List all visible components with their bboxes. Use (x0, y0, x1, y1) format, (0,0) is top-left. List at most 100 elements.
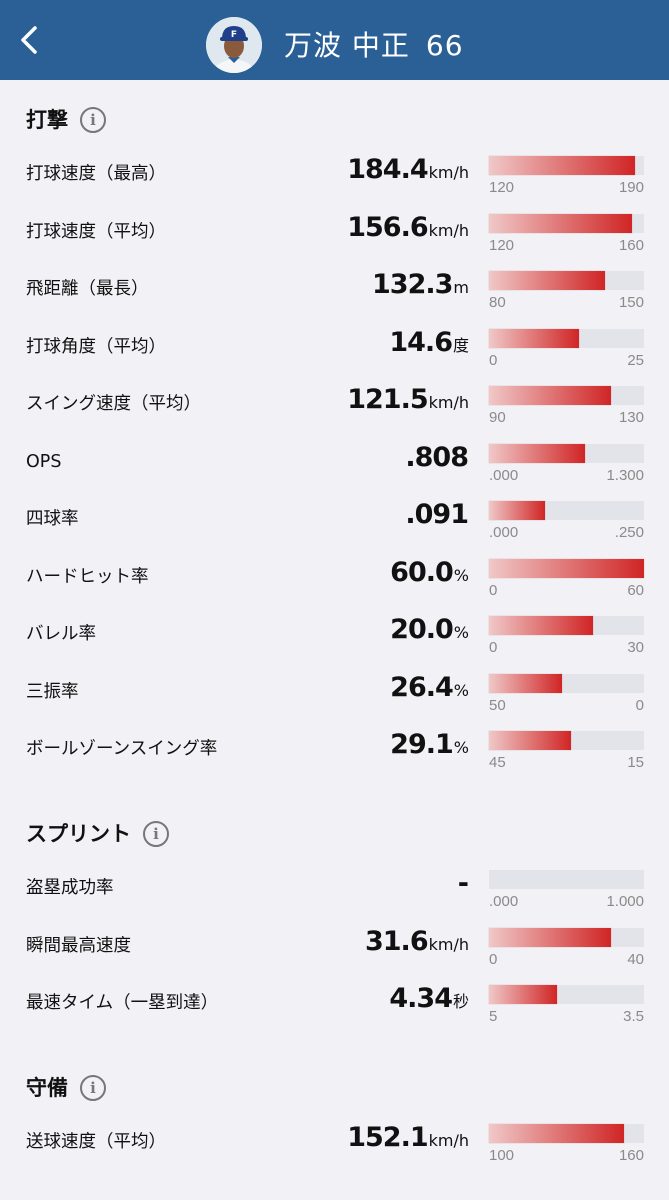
stat-unit: % (453, 565, 469, 585)
stat-number: 60.0 (390, 556, 454, 588)
bar-fill (489, 501, 545, 520)
scale-max: 3.5 (623, 1008, 644, 1025)
bar-fill (489, 1124, 624, 1143)
bar-track (489, 213, 644, 233)
scale-min: 0 (489, 639, 498, 656)
scale-min: 0 (489, 950, 498, 968)
stat-number: 156.6 (347, 211, 428, 243)
scale-max: 150 (618, 294, 644, 311)
stat-number: 26.4 (390, 671, 454, 703)
stat-value: 31.6km/h (365, 922, 469, 965)
bar-scale: 50 0 (489, 696, 644, 716)
scale-min: 50 (489, 696, 506, 714)
scale-min: 120 (489, 236, 515, 254)
stat-value: 152.1km/h (347, 1118, 469, 1161)
stat-label: 送球速度（平均） (26, 1132, 166, 1152)
stat-label: 四球率 (26, 509, 79, 529)
stat-number: .808 (405, 441, 469, 473)
uniform-number: 66 (425, 29, 464, 62)
scale-max: 130 (618, 409, 644, 426)
bar-track (489, 927, 644, 947)
stat-label: 打球速度（最高） (26, 164, 166, 184)
stat-label: 瞬間最高速度 (26, 935, 131, 956)
stat-row: 最速タイム（一塁到達） 4.34秒 5 3.5 (0, 975, 669, 1031)
page-title: 万波 中正 66 (284, 24, 464, 68)
stat-label: 飛距離（最長） (26, 279, 149, 299)
scale-min: .000 (489, 524, 519, 541)
percentile-bar: 0 40 (489, 927, 644, 970)
scale-max: .250 (614, 524, 644, 541)
stat-number: 132.3 (372, 269, 453, 300)
scale-max: 60 (627, 581, 644, 599)
stat-number: 20.0 (390, 614, 454, 645)
bar-track (489, 328, 644, 348)
scale-max: 1.000 (606, 893, 644, 910)
bar-fill (489, 328, 579, 348)
stat-label: 最速タイム（一塁到達） (26, 993, 219, 1013)
stat-unit: % (453, 738, 469, 757)
stat-number: 121.5 (347, 384, 428, 415)
info-icon[interactable]: i (80, 1075, 106, 1101)
stat-label: 打球速度（平均） (26, 221, 166, 242)
stat-unit: km/h (428, 220, 469, 240)
stat-row: バレル率 20.0% 0 30 (0, 606, 669, 662)
bar-fill (489, 985, 558, 1004)
stat-row: 打球角度（平均） 14.6度 0 25 (0, 319, 669, 375)
back-chevron-icon[interactable] (14, 24, 46, 56)
stat-value: 14.6度 (389, 323, 469, 366)
bar-scale: .000 .250 (489, 523, 644, 543)
stat-row: 打球速度（平均） 156.6km/h 120 160 (0, 204, 669, 260)
stat-label: 打球角度（平均） (26, 336, 166, 357)
stat-row: OPS .808 .000 1.300 (0, 434, 669, 490)
stat-value: 184.4km/h (347, 150, 469, 193)
stat-unit: 度 (452, 335, 469, 355)
scale-min: 45 (489, 754, 506, 771)
stat-value: 121.5km/h (347, 380, 469, 423)
bar-scale: .000 1.300 (489, 466, 644, 486)
stat-number: 152.1 (347, 1122, 428, 1153)
bar-scale: 45 15 (489, 753, 644, 773)
stat-row: 瞬間最高速度 31.6km/h 0 40 (0, 918, 669, 974)
bar-scale: 100 160 (489, 1146, 644, 1166)
bar-scale: 0 30 (489, 638, 644, 658)
info-icon[interactable]: i (80, 107, 106, 133)
stat-number: 184.4 (347, 154, 428, 185)
bar-fill (489, 386, 612, 405)
stat-value: - (458, 864, 469, 907)
scale-max: 15 (627, 754, 644, 771)
bar-fill (489, 616, 593, 635)
scale-max: 1.300 (606, 466, 644, 484)
info-icon[interactable]: i (143, 821, 169, 847)
scale-min: 0 (489, 581, 498, 599)
scale-min: 100 (489, 1147, 515, 1164)
scale-max: 160 (618, 236, 644, 254)
stat-unit: % (453, 680, 469, 700)
percentile-bar: 120 190 (489, 156, 644, 198)
percentile-bar: 0 30 (489, 616, 644, 658)
percentile-bar: .000 1.300 (489, 443, 644, 486)
stat-label: 盗塁成功率 (26, 878, 114, 898)
scale-max: 190 (618, 179, 644, 196)
percentile-bar: 120 160 (489, 213, 644, 256)
stat-value: 29.1% (390, 725, 469, 768)
bar-fill (489, 271, 606, 290)
percentile-bar: 0 60 (489, 558, 644, 601)
stat-value: 156.6km/h (347, 208, 469, 251)
stat-value: 60.0% (390, 553, 469, 596)
stat-number: - (457, 868, 469, 899)
bar-track (489, 985, 644, 1004)
scale-min: 80 (489, 294, 506, 311)
bar-track (489, 1124, 644, 1143)
bar-scale: .000 1.000 (489, 892, 644, 912)
stat-number: .091 (405, 499, 469, 530)
percentile-bar: .000 1.000 (489, 870, 644, 912)
bar-track (489, 271, 644, 290)
stat-row: 送球速度（平均） 152.1km/h 100 160 (0, 1114, 669, 1170)
bar-track (489, 443, 644, 463)
stat-row: スイング速度（平均） 121.5km/h 90 130 (0, 376, 669, 432)
bar-scale: 5 3.5 (489, 1007, 644, 1027)
bar-track (489, 386, 644, 405)
stat-unit: 秒 (452, 992, 469, 1011)
stat-label: ハードヒット率 (26, 566, 149, 587)
stat-row: 飛距離（最長） 132.3m 80 150 (0, 261, 669, 317)
